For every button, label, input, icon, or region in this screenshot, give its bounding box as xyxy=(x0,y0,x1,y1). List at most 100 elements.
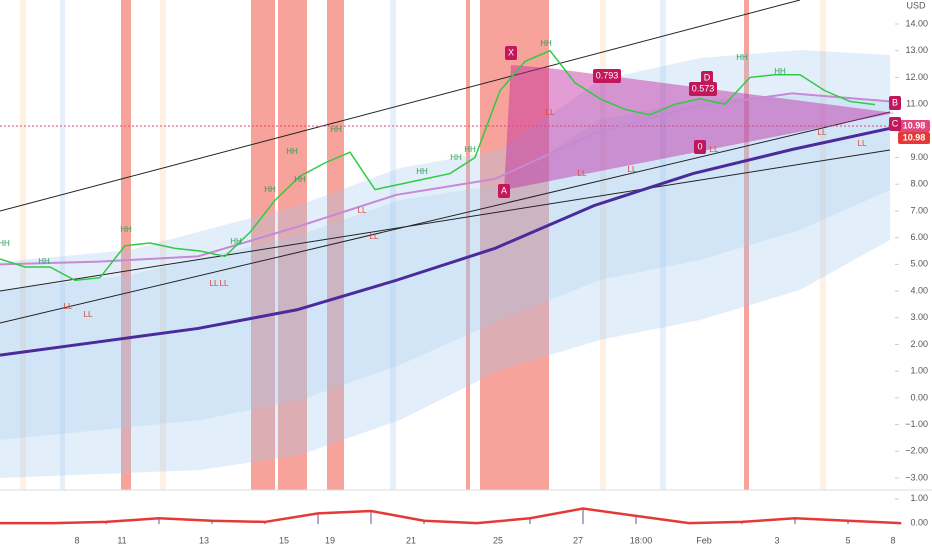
pivot-label: HH xyxy=(416,167,428,176)
osc-bar xyxy=(900,523,902,525)
pattern-point-box xyxy=(889,117,901,131)
price-label-box xyxy=(898,120,930,132)
pattern-ratio: 0.573 xyxy=(692,83,715,93)
x-tick-label: 21 xyxy=(406,535,416,545)
x-tick-label: 11 xyxy=(117,535,126,545)
osc-bar xyxy=(529,518,531,525)
y-tick-label: 6.00 xyxy=(910,232,928,242)
osc-bar xyxy=(158,518,160,525)
x-tick-label: 15 xyxy=(279,535,289,545)
pattern-point: 0 xyxy=(697,141,702,151)
pivot-label: HH xyxy=(120,225,132,234)
pivot-label: LL xyxy=(370,232,379,241)
y-tick-label: 14.00 xyxy=(905,18,928,28)
pivot-label: HH xyxy=(330,125,342,134)
pivot-label: LL xyxy=(710,145,719,154)
series-line xyxy=(0,126,892,357)
channel-line xyxy=(0,149,891,292)
pivot-label: LL xyxy=(578,169,587,178)
ratio-box xyxy=(593,69,621,83)
pivot-label: HH xyxy=(450,153,462,162)
pivot-label: HH xyxy=(230,237,242,246)
osc-line xyxy=(0,507,902,525)
y-tick-label: 12.00 xyxy=(905,72,928,82)
price-label-box xyxy=(898,132,930,144)
pivot-label: LL xyxy=(628,165,637,174)
osc-bar xyxy=(847,520,849,525)
x-tick-label: 18:00 xyxy=(630,535,653,545)
pivot-label: LL xyxy=(546,108,555,117)
pivot-label: LL xyxy=(220,279,229,288)
pivot-label: HH xyxy=(264,185,276,194)
osc-bar xyxy=(635,515,637,525)
pattern-point: D xyxy=(704,72,711,82)
pattern-point: B xyxy=(892,97,898,107)
pivot-label: HH xyxy=(38,257,50,266)
pivot-label: LL xyxy=(84,310,93,319)
pivot-label: HH xyxy=(540,39,552,48)
x-tick-label: Feb xyxy=(696,535,712,545)
pivot-label: HH xyxy=(0,239,10,248)
y-tick-label: 1.00 xyxy=(910,366,928,376)
ratio-box xyxy=(689,82,717,96)
pattern-point-box xyxy=(889,96,901,110)
y-tick-label: 11.00 xyxy=(906,98,928,108)
pattern-point-box xyxy=(498,184,510,198)
pivot-label: LL xyxy=(818,128,827,137)
pivot-label: LL xyxy=(64,302,73,311)
y-tick-label: −1.00 xyxy=(905,419,928,429)
osc-bar xyxy=(370,511,372,525)
y-tick-label: 4.00 xyxy=(910,285,928,295)
y-tick-label: 8.00 xyxy=(910,179,928,189)
osc-tick-label: 0.00 xyxy=(910,518,928,528)
y-tick-label: −2.00 xyxy=(905,446,928,456)
pattern-point-box xyxy=(694,140,706,154)
pattern-point-box xyxy=(701,71,713,85)
x-tick-label: 25 xyxy=(493,535,503,545)
osc-bar xyxy=(794,518,796,525)
y-tick-label: 2.00 xyxy=(910,339,928,349)
pattern-ratio: 0.793 xyxy=(596,70,619,80)
osc-bar xyxy=(211,520,213,525)
pivot-label: LL xyxy=(210,279,219,288)
x-tick-label: 8 xyxy=(890,535,895,545)
pivot-label: HH xyxy=(774,67,786,76)
pattern-point-box xyxy=(505,46,517,60)
x-tick-label: 19 xyxy=(325,535,335,545)
series-line xyxy=(0,49,876,282)
osc-tick-label: 1.00 xyxy=(910,493,928,503)
channel-line xyxy=(0,111,891,324)
y-tick-label: 13.00 xyxy=(905,45,928,55)
y-tick-label: 9.00 xyxy=(910,152,928,162)
y-tick-label: 7.00 xyxy=(910,205,928,215)
pattern-point: X xyxy=(508,47,514,57)
x-tick-label: 13 xyxy=(199,535,209,545)
pivot-label: LL xyxy=(858,139,867,148)
y-tick-label: 0.00 xyxy=(910,392,928,402)
price-label: 10.98 xyxy=(903,120,926,130)
osc-bar xyxy=(423,520,425,525)
x-tick-label: 27 xyxy=(573,535,583,545)
price-label: 10.98 xyxy=(903,132,926,142)
y-tick-label: 5.00 xyxy=(910,259,928,269)
x-tick-label: 3 xyxy=(774,535,779,545)
y-tick-label: 3.00 xyxy=(910,312,928,322)
y-tick-label: −3.00 xyxy=(905,472,928,482)
currency: USD xyxy=(906,0,926,10)
pattern-point: C xyxy=(892,118,899,128)
background-bands xyxy=(20,0,826,490)
pivot-label: HH xyxy=(286,147,298,156)
x-tick-label: 5 xyxy=(845,535,850,545)
pivot-label: LL xyxy=(358,206,367,215)
series-line xyxy=(0,92,892,266)
osc-bar xyxy=(317,513,319,525)
harmonic-pattern xyxy=(504,65,895,190)
channel-line xyxy=(0,0,801,212)
osc-bar xyxy=(582,508,584,525)
pattern-point: A xyxy=(501,185,507,195)
pivot-label: HH xyxy=(464,145,476,154)
x-tick-label: 8 xyxy=(74,535,79,545)
pivot-label: HH xyxy=(736,53,748,62)
pivot-label: HH xyxy=(294,175,306,184)
